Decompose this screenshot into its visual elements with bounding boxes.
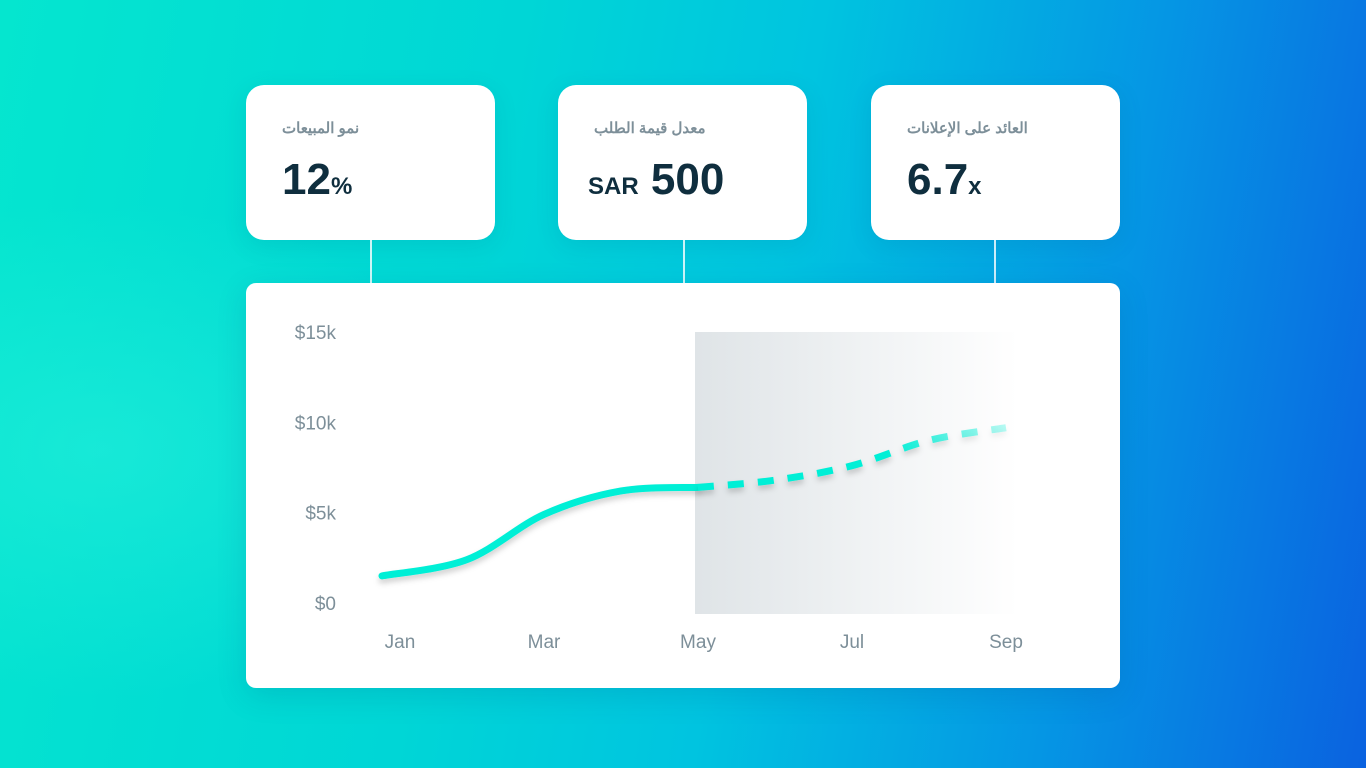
line-chart: $0 $5k $10k $15k Jan Mar May Jul Sep xyxy=(295,323,1023,653)
x-tick-label: Jul xyxy=(840,632,864,653)
kpi-label: نمو المبيعات xyxy=(282,120,360,137)
y-tick-label: $5k xyxy=(305,504,336,525)
kpi-label: العائد على الإعلانات xyxy=(907,120,1028,137)
x-tick-label: Mar xyxy=(528,632,561,653)
series-line-forecast xyxy=(697,424,1007,491)
y-tick-label: $0 xyxy=(315,594,336,615)
kpi-value: SAR 500 xyxy=(588,155,725,204)
y-tick-label: $15k xyxy=(295,323,337,344)
kpi-card-average-order-value: معدل قيمة الطلب SAR 500 xyxy=(558,85,807,240)
connector-line xyxy=(370,240,372,283)
x-tick-label: Jan xyxy=(385,632,416,653)
x-tick-label: Sep xyxy=(989,632,1023,653)
kpi-value: 12% xyxy=(282,155,353,204)
kpi-card-sales-growth: نمو المبيعات 12% xyxy=(246,85,495,240)
kpi-card-roas: العائد على الإعلانات 6.7x xyxy=(871,85,1120,240)
y-tick-label: $10k xyxy=(295,413,337,434)
forecast-region xyxy=(695,332,1018,614)
connector-line xyxy=(994,240,996,283)
kpi-label: معدل قيمة الطلب xyxy=(594,120,706,137)
connector-line xyxy=(683,240,685,283)
kpi-value: 6.7x xyxy=(907,155,982,204)
series-line-actual xyxy=(378,483,702,580)
x-tick-label: May xyxy=(680,632,716,653)
plot-area: $0 $5k $10k $15k Jan Mar May Jul Sep xyxy=(295,323,1023,653)
